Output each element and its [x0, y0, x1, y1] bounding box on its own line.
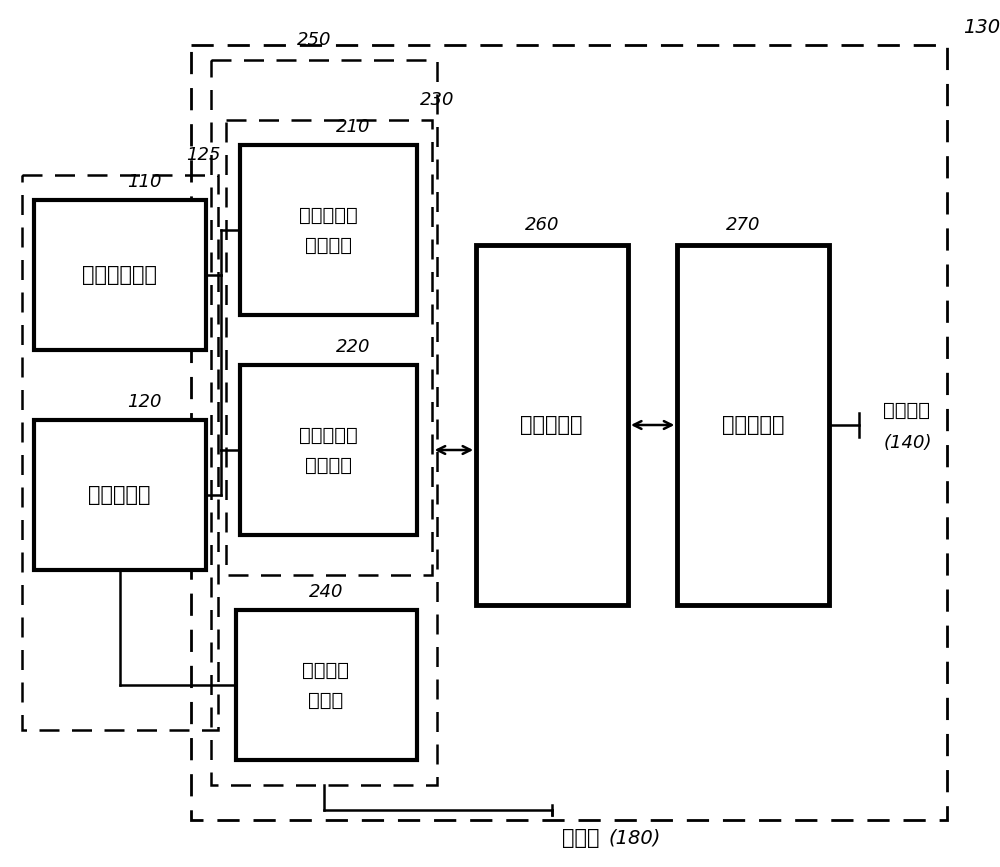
- Text: (180): (180): [609, 829, 661, 848]
- Bar: [240, 145, 417, 315]
- Text: 270: 270: [726, 216, 760, 234]
- Text: 210: 210: [336, 118, 371, 136]
- Text: 信号处理部: 信号处理部: [520, 415, 583, 435]
- Bar: [34, 420, 206, 570]
- Bar: [22, 175, 218, 730]
- Text: 125: 125: [186, 146, 220, 164]
- Text: 260: 260: [525, 216, 559, 234]
- Text: 束形成器: 束形成器: [305, 236, 352, 255]
- Text: 接收波束: 接收波束: [302, 661, 349, 680]
- Bar: [191, 45, 947, 820]
- Text: 240: 240: [309, 583, 343, 601]
- Bar: [236, 610, 417, 760]
- Text: 扫描变换器: 扫描变换器: [722, 415, 784, 435]
- Text: 230: 230: [419, 91, 454, 109]
- Text: 110: 110: [127, 173, 162, 191]
- Bar: [211, 60, 437, 785]
- Text: 第二发送波: 第二发送波: [299, 205, 358, 225]
- Text: 250: 250: [297, 31, 331, 49]
- Text: 形成器: 形成器: [308, 690, 343, 709]
- Bar: [476, 245, 628, 605]
- Bar: [226, 120, 432, 575]
- Text: 治疗用换能器: 治疗用换能器: [82, 265, 157, 285]
- Text: 第一发送波: 第一发送波: [299, 426, 358, 445]
- Bar: [677, 245, 829, 605]
- Bar: [34, 200, 206, 350]
- Text: 同步化部: 同步化部: [883, 401, 930, 420]
- Text: 束形成器: 束形成器: [305, 455, 352, 474]
- Text: 130: 130: [963, 17, 1000, 36]
- Text: 220: 220: [336, 338, 371, 356]
- Text: 成像换能器: 成像换能器: [88, 485, 151, 505]
- Bar: [240, 365, 417, 535]
- Text: (140): (140): [883, 434, 932, 452]
- Text: 120: 120: [127, 393, 162, 411]
- Text: 显示部: 显示部: [562, 828, 600, 848]
